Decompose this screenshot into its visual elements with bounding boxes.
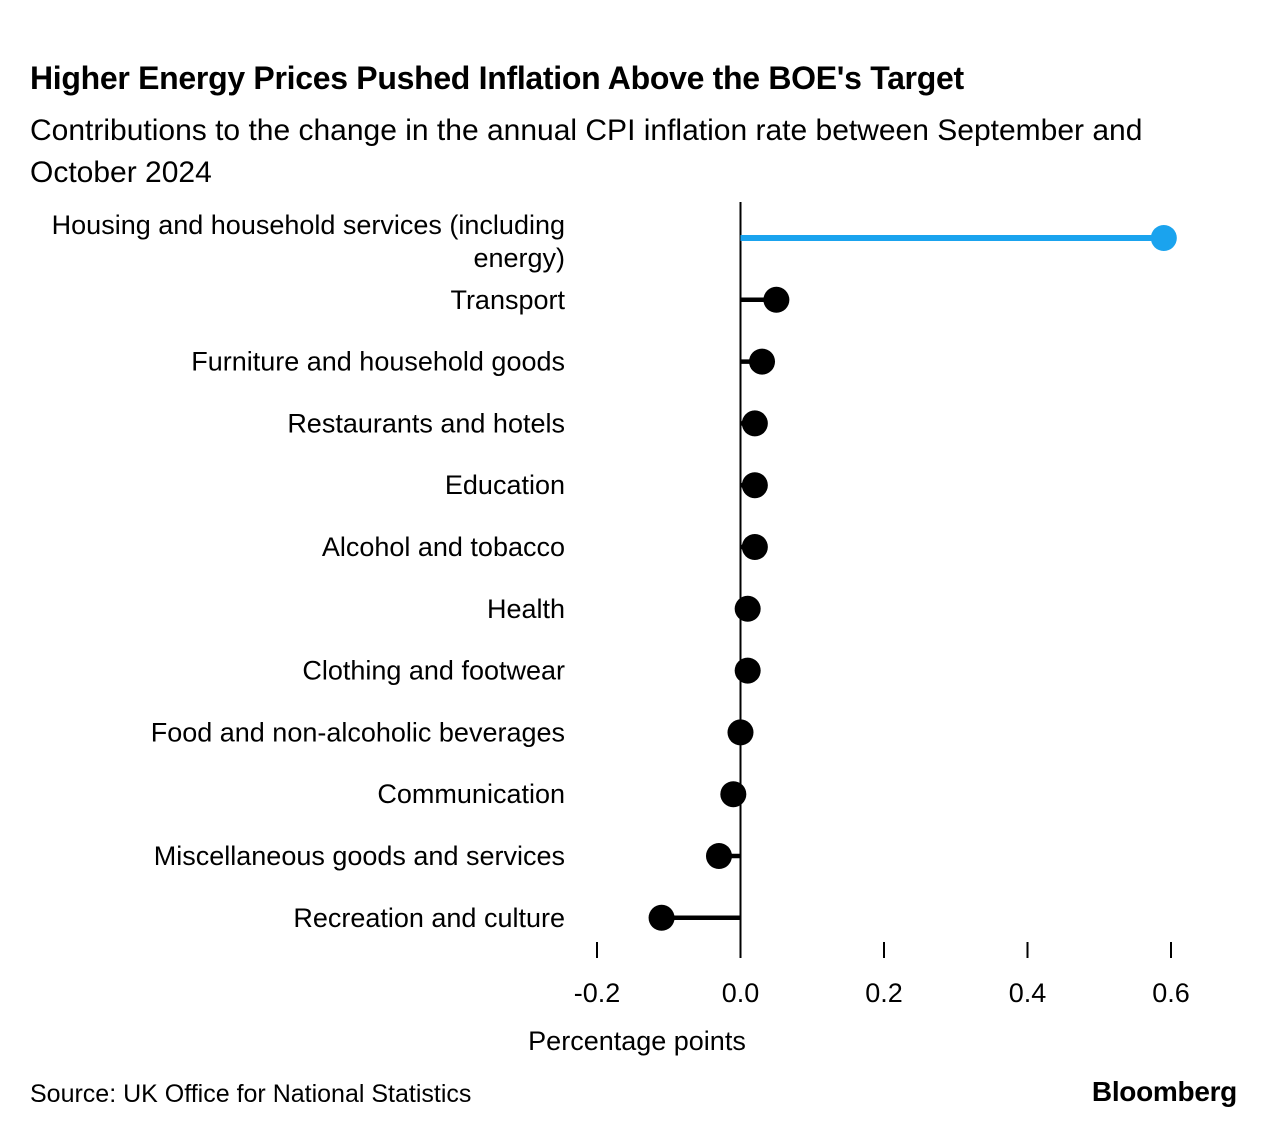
axis-tick-label: 0.4	[1009, 978, 1047, 1008]
category-label: Clothing and footwear	[302, 656, 565, 686]
lollipop-dot	[648, 904, 675, 931]
axis-tick-label: 0.2	[865, 978, 903, 1008]
lollipop-dot	[720, 781, 747, 808]
source-note: Source: UK Office for National Statistic…	[30, 1080, 472, 1108]
lollipop-dot	[741, 472, 768, 499]
chart-subtitle: Contributions to the change in the annua…	[30, 114, 1143, 189]
category-label: Miscellaneous goods and services	[154, 841, 565, 871]
lollipop-dot	[727, 719, 754, 746]
lollipop-dot	[734, 595, 761, 622]
bloomberg-logo: Bloomberg	[1091, 1076, 1237, 1107]
lollipop-dot	[741, 410, 768, 437]
category-label: Alcohol and tobacco	[322, 532, 565, 562]
lollipop-dot	[734, 657, 761, 684]
category-label: Recreation and culture	[293, 903, 565, 933]
lollipop-dot	[705, 843, 732, 869]
category-label: Furniture and household goods	[191, 347, 565, 377]
category-label: Transport	[450, 285, 565, 315]
axis-tick-label: 0.6	[1152, 978, 1190, 1008]
axis-tick-label: -0.2	[574, 978, 621, 1008]
lollipop-dot	[749, 348, 776, 375]
category-label: Food and non-alcoholic beverages	[151, 717, 565, 747]
lollipop-dot	[1150, 225, 1177, 251]
category-label: Education	[445, 470, 565, 500]
lollipop-dot	[741, 534, 768, 560]
chart-title: Higher Energy Prices Pushed Inflation Ab…	[30, 60, 964, 97]
axis-tick-label: 0.0	[722, 978, 760, 1008]
category-label: Health	[487, 594, 565, 624]
category-label: Communication	[377, 779, 565, 809]
category-label: Restaurants and hotels	[287, 408, 565, 438]
category-label: Housing and household services (includin…	[52, 210, 565, 273]
x-axis-title: Percentage points	[528, 1026, 746, 1056]
lollipop-dot	[763, 286, 790, 313]
